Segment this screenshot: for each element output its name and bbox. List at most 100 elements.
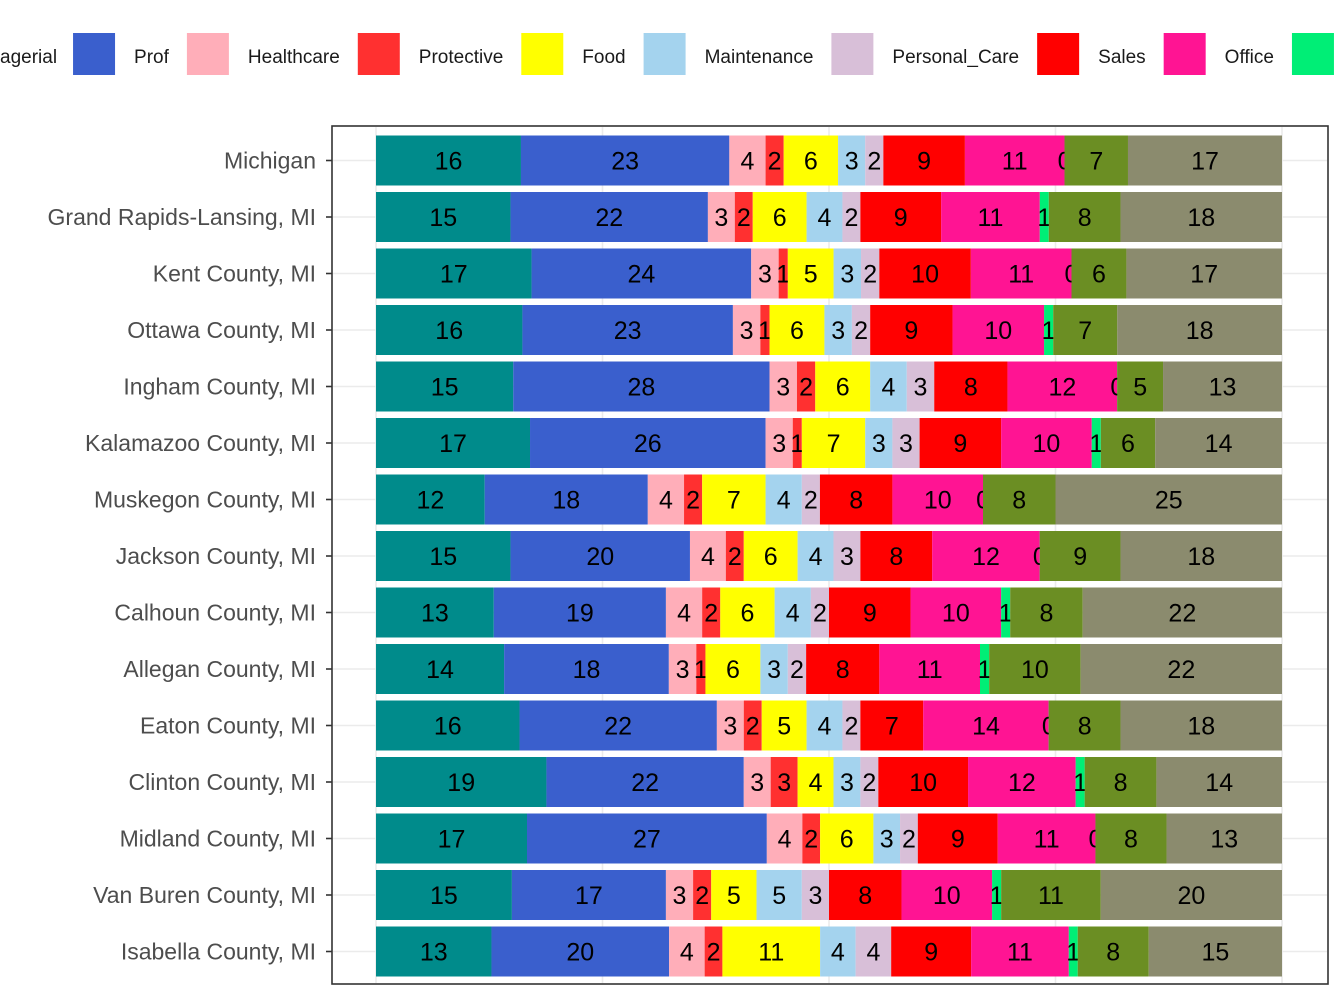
bar-segment-value-label: 16: [435, 317, 463, 345]
bar-segment-protective: [802, 813, 821, 864]
bar-segment-office: [952, 305, 1045, 355]
bar-segment-farming: [1091, 418, 1101, 468]
bar-segment-office: [941, 192, 1040, 242]
bar-segment-value-label: 25: [1155, 487, 1183, 515]
bar-segment-value-label: 2: [768, 148, 782, 176]
bar-row-allegan-county-mi: 14 18 3 1 6 3 2 8 11 1 10 22: [376, 644, 1282, 694]
y-tick-label: Isabella County, MI: [121, 939, 316, 965]
bar-segment-value-label: 2: [902, 826, 916, 854]
bar-segment-maintenance: [806, 192, 843, 242]
bar-segment-value-label: 9: [917, 148, 931, 176]
bar-segment-value-label: 1: [1073, 769, 1087, 797]
bar-segment-value-label: 4: [778, 826, 792, 854]
bar-segment-farming: [980, 644, 990, 694]
bar-segment-food: [820, 813, 874, 864]
bar-segment-value-label: 22: [595, 204, 623, 232]
bar-segment-personal-care: [787, 644, 807, 694]
y-tick-label: Kent County, MI: [153, 261, 316, 287]
bar-segment-construction: [1048, 700, 1121, 751]
bar-segment-prof: [530, 418, 766, 468]
bar-segment-food: [720, 587, 775, 638]
bar-segment-healthcare: [716, 700, 744, 751]
bar-segment-value-label: 10: [984, 317, 1012, 345]
bar-segment-value-label: 11: [1038, 882, 1064, 910]
bar-segment-construction: [983, 474, 1056, 525]
bar-segment-production: [1120, 700, 1282, 751]
bar-segment-sales: [919, 418, 1002, 468]
bar-segment-prof: [504, 644, 669, 694]
bar-segment-value-label: 11: [758, 939, 784, 967]
bar-segment-value-label: 7: [885, 713, 899, 741]
bar-segment-food: [769, 305, 825, 355]
legend-item-maintenance: Maintenance: [643, 33, 813, 75]
y-tick-label: Kalamazoo County, MI: [85, 430, 316, 456]
bar-segment-value-label: 16: [435, 148, 463, 176]
bar-segment-personal-care: [801, 870, 829, 920]
bar-segment-managerial: [376, 644, 505, 694]
bar-segment-personal-care: [851, 305, 871, 355]
bar-segment-value-label: 22: [1167, 656, 1195, 684]
bar-segment-value-label: 6: [790, 317, 804, 345]
bar-segment-managerial: [376, 192, 511, 242]
bar-segment-managerial: [376, 757, 547, 807]
bar-segment-value-label: 4: [809, 543, 823, 571]
bar-segment-maintenance: [760, 644, 788, 694]
bar-segment-value-label: 3: [808, 882, 822, 910]
bar-segment-value-label: 1: [1066, 939, 1080, 967]
bar-segment-managerial: [376, 700, 520, 751]
bar-row-van-buren-county-mi: 15 17 3 2 5 5 3 8 10 1 11 20: [376, 870, 1282, 920]
bar-segment-healthcare: [668, 644, 697, 694]
bar-segment-value-label: 1: [978, 656, 992, 684]
bar-segment-value-label: 13: [420, 939, 448, 967]
bar-segment-value-label: 9: [1073, 543, 1087, 571]
bar-segment-maintenance: [833, 248, 862, 299]
bar-segment-value-label: 12: [972, 543, 1000, 571]
bar-segment-value-label: 8: [858, 882, 872, 910]
bar-segment-construction: [1077, 926, 1149, 977]
bar-segment-protective: [702, 587, 721, 638]
bar-segment-production: [1120, 192, 1282, 242]
bar-segment-prof: [493, 587, 666, 638]
bar-segment-production: [1155, 418, 1282, 468]
bar-segment-construction: [989, 644, 1081, 694]
y-tick-label: Midland County, MI: [120, 826, 316, 852]
bar-segment-value-label: 4: [701, 543, 715, 571]
bar-segment-value-label: 4: [831, 939, 845, 967]
bar-segment-office: [879, 644, 980, 694]
bar-row-michigan: 1623426329110717: [376, 135, 1282, 186]
bar-segment-sales: [870, 305, 953, 355]
bar-segment-value-label: 5: [777, 713, 791, 741]
bar-segment-personal-care: [833, 531, 861, 581]
bar-segment-protective: [743, 700, 762, 751]
legend-item-healthcare: Healthcare: [186, 33, 340, 75]
bar-segment-value-label: 14: [1205, 769, 1233, 797]
bar-segment-personal-care: [801, 474, 820, 525]
bar-segment-value-label: 6: [804, 148, 818, 176]
bar-row-muskegon-county-mi: 1218427428100825: [376, 474, 1282, 525]
bar-segment-value-label: 9: [894, 204, 908, 232]
legend-label: Office: [1225, 47, 1274, 68]
bar-segment-production: [1126, 248, 1282, 299]
bar-segment-value-label: 26: [634, 430, 662, 458]
bar-row-eaton-county-mi: 1622325427140818: [376, 700, 1282, 751]
bar-segment-value-label: 1: [1042, 317, 1056, 345]
bar-segment-value-label: 8: [1078, 713, 1092, 741]
bar-segment-food: [711, 870, 757, 920]
legend-label: Protective: [419, 47, 503, 68]
bar-segment-managerial: [376, 813, 527, 864]
bar-segment-value-label: 24: [627, 261, 655, 289]
bar-segment-value-label: 12: [1008, 769, 1036, 797]
bar-segment-prof: [522, 305, 733, 355]
bar-segment-farming: [1001, 587, 1011, 638]
bar-segment-prof: [546, 757, 744, 807]
bar-segment-construction: [1048, 192, 1121, 242]
bar-segment-value-label: 4: [786, 600, 800, 628]
bar-segment-value-label: 20: [586, 543, 614, 571]
bar-segment-maintenance: [797, 531, 834, 581]
legend-swatch: [357, 33, 400, 75]
bar-segment-value-label: 3: [845, 148, 859, 176]
bar-segment-value-label: 5: [804, 261, 818, 289]
bar-segment-value-label: 27: [633, 826, 661, 854]
bar-segment-protective: [704, 926, 723, 977]
bar-segment-protective: [684, 474, 703, 525]
